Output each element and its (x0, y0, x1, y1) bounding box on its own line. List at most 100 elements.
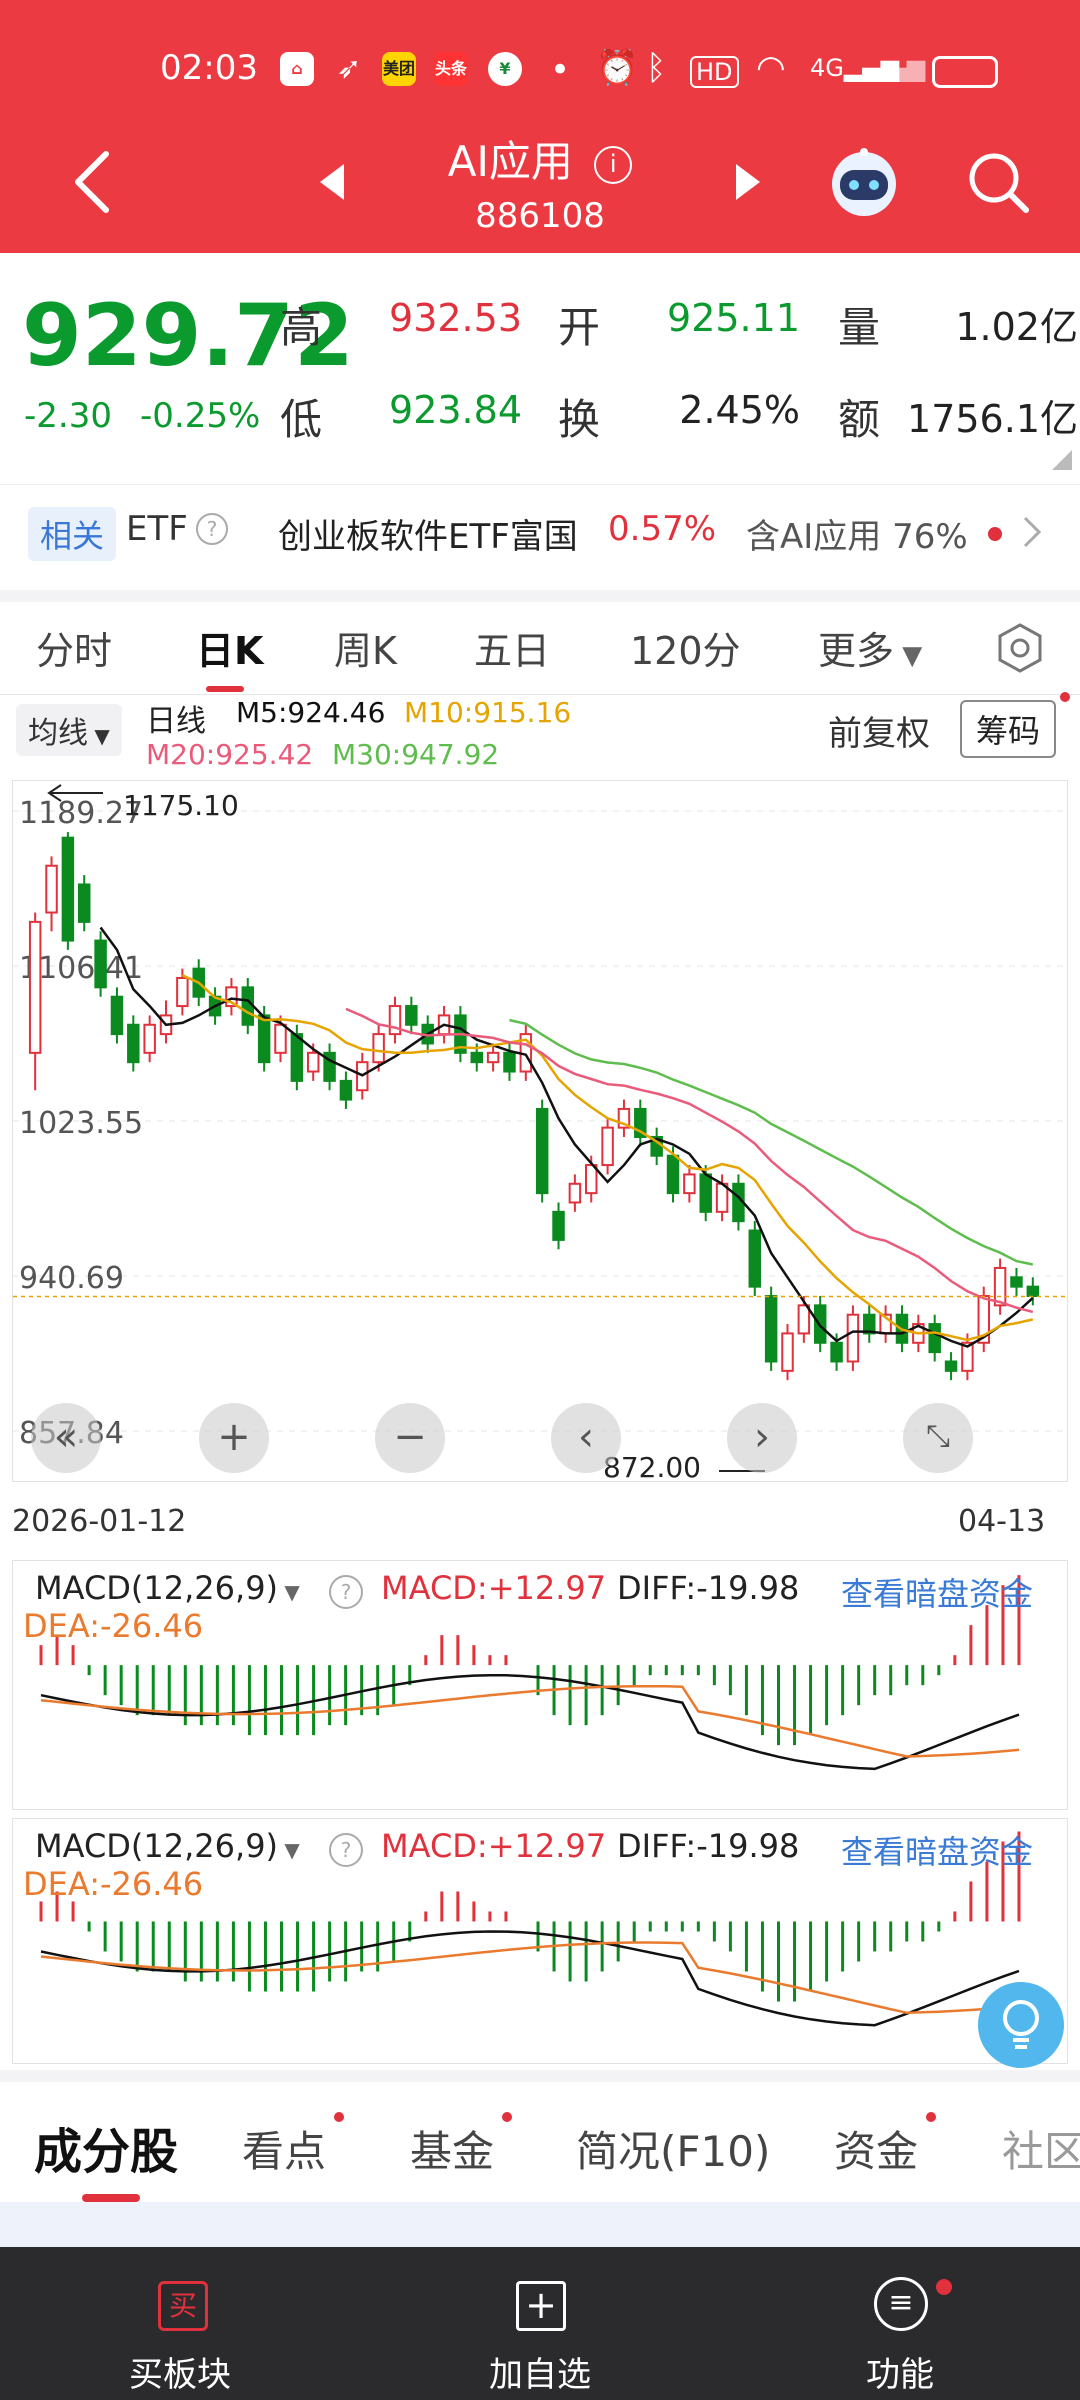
chevron-right-icon[interactable] (1022, 515, 1042, 549)
macd-panel-1[interactable]: MACD(12,26,9) ▼ ? MACD:+12.97 DIFF:-19.9… (12, 1560, 1068, 1810)
candle-body (290, 1033, 304, 1082)
macd-canvas-2 (39, 1831, 1021, 2027)
min-price-label: 872.00 (603, 1451, 701, 1481)
add-watchlist-button[interactable]: + 加自选 (390, 2247, 690, 2400)
tab-funds[interactable]: 基金 (410, 2127, 495, 2176)
add-label: 加自选 (489, 2355, 591, 2395)
current-price: 929.72 (22, 286, 354, 386)
back-icon[interactable] (70, 150, 114, 214)
amount-label: 额 (838, 395, 881, 444)
scroll-left-icon[interactable]: ‹ (551, 1403, 621, 1473)
ma10-value: M10:915.16 (404, 696, 572, 729)
capital-dot (926, 2112, 936, 2122)
functions-dot (936, 2279, 952, 2295)
tab-more[interactable]: 更多 ▼ (818, 620, 922, 675)
macd-panel-2[interactable]: MACD(12,26,9) ▼ ? MACD:+12.97 DIFF:-19.9… (12, 1818, 1068, 2064)
price-change: -2.30 (24, 396, 112, 436)
expand-corner-icon[interactable] (1052, 450, 1072, 470)
buy-sector-button[interactable]: 买 买板块 (30, 2247, 330, 2400)
ma-select[interactable]: 均线 ▼ (16, 704, 122, 756)
hd-icon: HD (690, 56, 739, 88)
functions-button[interactable]: ≡ 功能 (750, 2247, 1050, 2400)
turnover-value: 2.45% (679, 388, 800, 432)
daily-label: 日线 (146, 704, 206, 739)
sector-code: 886108 (475, 196, 605, 236)
related-etf-bar[interactable]: 相关 ETF ? 创业板软件ETF富国 0.57% 含AI应用 76% (0, 484, 1080, 577)
prev-sector-icon[interactable] (318, 162, 346, 202)
diff-line (40, 1930, 1020, 2027)
candle-body (683, 1173, 696, 1195)
scroll-right-icon[interactable]: › (727, 1403, 797, 1473)
open-value: 925.11 (667, 296, 800, 340)
macd-help-icon[interactable]: ? (329, 1833, 363, 1867)
signal2-icon: ▂▄▆ (870, 54, 926, 82)
tab-weekly-k[interactable]: 周K (334, 629, 397, 673)
next-sector-icon[interactable] (734, 162, 762, 202)
candle-body (61, 836, 75, 942)
tab-community[interactable]: 社区 (1002, 2127, 1080, 2176)
ma10-line (181, 974, 1034, 1342)
candle-body (781, 1332, 794, 1372)
ma5-value: M5:924.46 (236, 696, 386, 729)
lightbulb-icon[interactable] (976, 1980, 1066, 2070)
candle-body (1026, 1285, 1040, 1298)
candle-body (372, 1033, 385, 1064)
tab-constituents[interactable]: 成分股 (34, 2124, 179, 2180)
candle-body (846, 1313, 860, 1363)
dea-value: DEA:-26.46 (23, 1607, 204, 1645)
help-icon[interactable]: ? (196, 513, 228, 545)
bank-app-icon: ¥ (488, 52, 522, 86)
macd-canvas-1 (39, 1575, 1021, 1771)
candle-body (306, 1051, 320, 1073)
header: 02:03 ⌂ ➶ 美团 头条 ¥ • ⏰ ᛒ HD ◠ 4G▂▄▆ ▂▄▆ A… (0, 0, 1080, 253)
tab-five-day[interactable]: 五日 (474, 629, 551, 673)
search-icon[interactable] (966, 150, 1032, 216)
ma5-line (99, 926, 1034, 1348)
tab-120min[interactable]: 120分 (630, 629, 741, 673)
news-ticker-strip[interactable] (0, 2202, 1080, 2247)
tab-daily-k[interactable]: 日K (196, 629, 264, 673)
robot-assistant-icon[interactable] (826, 144, 902, 220)
ma20-line (345, 1007, 1034, 1314)
adjust-mode[interactable]: 前复权 (828, 714, 930, 754)
ma-select-label: 均线 (28, 716, 88, 751)
tab-highlights[interactable]: 看点 (242, 2127, 327, 2176)
feather-app-icon: ➶ (336, 51, 362, 86)
zoom-out-far-icon[interactable]: « (31, 1403, 101, 1473)
dark-fund-link[interactable]: 查看暗盘资金 (841, 1575, 1034, 1613)
candle-body (110, 995, 124, 1036)
candle-body (944, 1360, 958, 1372)
dark-fund-link[interactable]: 查看暗盘资金 (841, 1833, 1034, 1871)
high-value: 932.53 (389, 296, 522, 340)
tab-intraday[interactable]: 分时 (36, 629, 113, 673)
tab-f10[interactable]: 简况(F10) (576, 2127, 771, 2176)
add-icon: + (516, 2281, 566, 2331)
kline-chart[interactable]: 1189.271106.411023.55940.69857.841175.10… (12, 780, 1068, 1482)
tab-capital[interactable]: 资金 (834, 2127, 919, 2176)
zoom-in-icon[interactable]: + (199, 1403, 269, 1473)
period-tabs: 分时 日K 周K 五日 120分 更多 ▼ (0, 590, 1080, 695)
candle-body (339, 1079, 353, 1101)
zoom-out-icon[interactable]: − (375, 1403, 445, 1473)
bottom-action-bar: 买 买板块 + 加自选 ≡ 功能 (0, 2247, 1080, 2400)
macd-selector[interactable]: MACD(12,26,9) ▼ (35, 1827, 300, 1865)
func-label: 功能 (866, 2355, 934, 2395)
candle-body (45, 864, 58, 914)
battery-icon (932, 56, 998, 88)
macd-selector[interactable]: MACD(12,26,9) ▼ (35, 1569, 300, 1607)
max-price-label: 1175.10 (123, 789, 239, 822)
wifi-icon: ◠ (756, 48, 786, 88)
candle-body (94, 939, 107, 989)
info-icon[interactable]: i (594, 145, 633, 184)
dea-line (40, 1941, 1020, 2015)
fullscreen-icon[interactable]: ⤡ (903, 1403, 973, 1473)
macd-help-icon[interactable]: ? (329, 1575, 363, 1609)
toutiao-app-icon: 头条 (434, 52, 468, 86)
candle-body (388, 1005, 402, 1036)
chips-button[interactable]: 筹码 (960, 700, 1057, 758)
candle-body (797, 1304, 811, 1335)
notification-dot (1060, 692, 1070, 702)
etf-holding: 含AI应用 76% (746, 517, 968, 557)
settings-hex-icon[interactable] (994, 622, 1046, 674)
tab-more-label: 更多 (818, 629, 895, 673)
